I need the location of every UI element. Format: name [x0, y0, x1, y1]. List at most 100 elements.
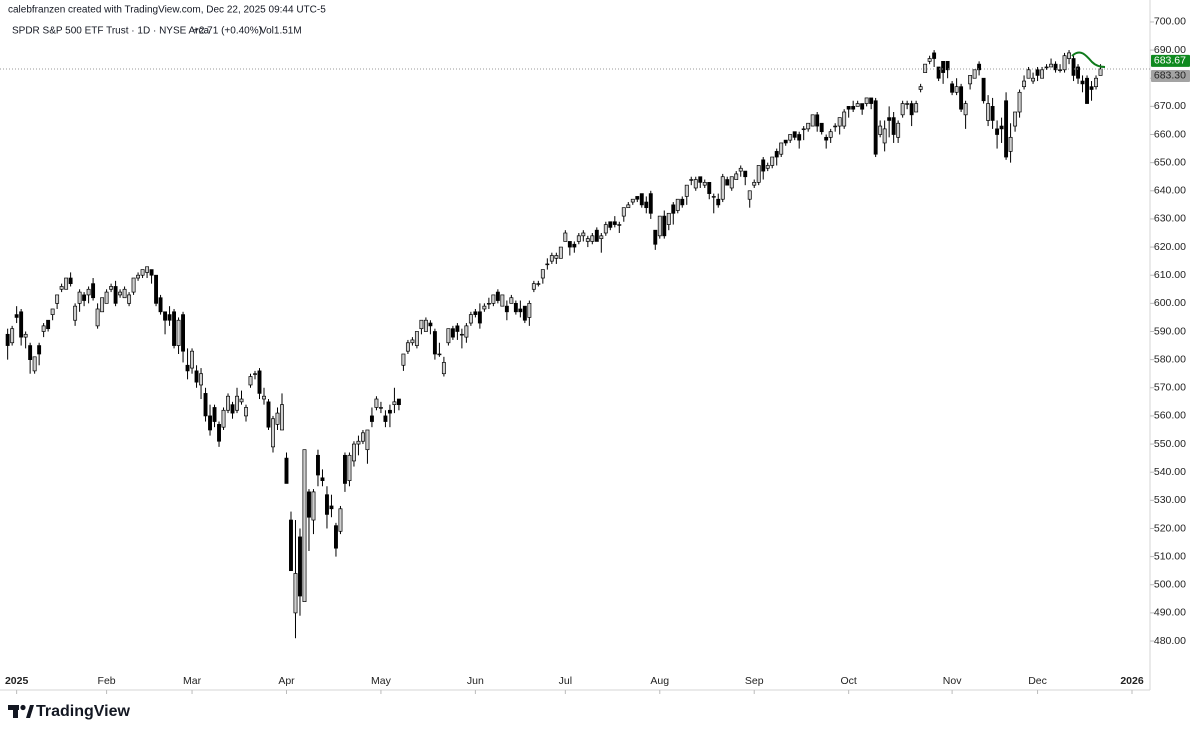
symbol: SPDR S&P 500 ETF Trust · 1D · NYSE Arca [12, 26, 210, 37]
candle-body [693, 179, 698, 189]
candle-body [1071, 58, 1076, 76]
candle-body [28, 345, 33, 360]
trend-curve [1071, 51, 1106, 68]
price-label-box [1151, 54, 1190, 67]
candle-body [396, 398, 401, 406]
candle-body [842, 111, 847, 127]
candle-body [343, 454, 347, 484]
candle-body [540, 269, 545, 279]
candle-body [558, 246, 563, 259]
candle-body [190, 350, 194, 369]
candle-body [280, 404, 284, 431]
candle-body [1026, 69, 1031, 79]
candle-body [1098, 68, 1103, 76]
candle-body [761, 159, 766, 172]
candle-body [648, 193, 653, 214]
candle-body [441, 362, 446, 375]
candle-body [163, 311, 168, 321]
candle-body [491, 294, 496, 304]
candle-body [846, 106, 851, 110]
candle-body [567, 241, 572, 248]
candle-body [383, 415, 388, 422]
candle-body [455, 325, 460, 332]
candle-body [1067, 52, 1071, 59]
candle-body [864, 97, 869, 104]
candle-body [149, 269, 154, 276]
candle-body [208, 415, 212, 431]
logo-dot [20, 704, 26, 711]
candle-body [824, 136, 829, 141]
candle-body [122, 288, 127, 299]
candle-body [302, 449, 307, 602]
candle-body [765, 165, 770, 169]
candle-body [644, 201, 649, 209]
candle-body [594, 229, 599, 242]
candle-body [752, 181, 757, 186]
candle-body [1013, 111, 1018, 127]
logo-slash [26, 705, 34, 718]
candle-body [662, 215, 667, 237]
candle-body [941, 60, 946, 73]
candle-body [486, 303, 491, 305]
candle-body [50, 308, 55, 315]
candle-body [635, 196, 640, 200]
candle-body [698, 176, 703, 183]
candle-body [477, 311, 482, 324]
candle-body [432, 331, 437, 355]
candle-body [545, 263, 550, 266]
candle-body [446, 328, 451, 344]
candle-body [468, 314, 473, 324]
candle-body [230, 404, 235, 414]
brand-logo [8, 704, 34, 718]
candle-body [995, 128, 1000, 135]
candle-body [374, 398, 379, 408]
y-tick-label: 660.00 [1154, 128, 1186, 140]
candle-body [316, 454, 320, 476]
credit: calebfranzen created with TradingView.co… [8, 5, 326, 16]
candle-body [41, 325, 46, 332]
candle-body [405, 342, 410, 352]
candle-body [896, 122, 901, 138]
candle-body [522, 305, 527, 321]
candle-body [392, 401, 397, 406]
candle-body [729, 176, 734, 189]
candle-body [576, 235, 581, 242]
candle-body [828, 131, 833, 138]
candle-body [887, 117, 892, 121]
candle-body [307, 491, 311, 518]
candle-body [365, 429, 370, 451]
y-tick-label: 490.00 [1154, 607, 1186, 619]
candle-body [217, 424, 221, 442]
candle-body [226, 395, 230, 411]
candle-body [329, 505, 334, 510]
x-tick-label: Feb [98, 675, 116, 687]
candle-body [774, 151, 779, 158]
candle-body [855, 103, 860, 107]
candle-body [127, 294, 132, 304]
candle-body [167, 314, 172, 321]
candle-body [968, 75, 973, 85]
candle-body [563, 232, 568, 242]
candle-body [284, 457, 289, 484]
candle-body [212, 407, 217, 422]
candle-body [325, 494, 329, 515]
candle-body [351, 443, 356, 462]
candle-body [684, 184, 689, 197]
candle-body [837, 117, 842, 127]
candle-body [1058, 69, 1063, 71]
candle-body [927, 58, 932, 62]
candle-body [136, 274, 141, 279]
candle-body [1080, 80, 1085, 85]
x-tick-label: Apr [278, 675, 295, 687]
candle-body [5, 333, 10, 346]
candle-body [185, 364, 190, 372]
candle-body [262, 395, 266, 400]
candle-body [203, 393, 208, 417]
candle-body [423, 319, 428, 332]
candle-body [19, 311, 24, 338]
candle-body [194, 370, 199, 383]
candle-body [68, 277, 73, 285]
x-tick-label: Aug [650, 675, 669, 687]
candle-body [356, 440, 361, 445]
candle-body [675, 198, 680, 211]
